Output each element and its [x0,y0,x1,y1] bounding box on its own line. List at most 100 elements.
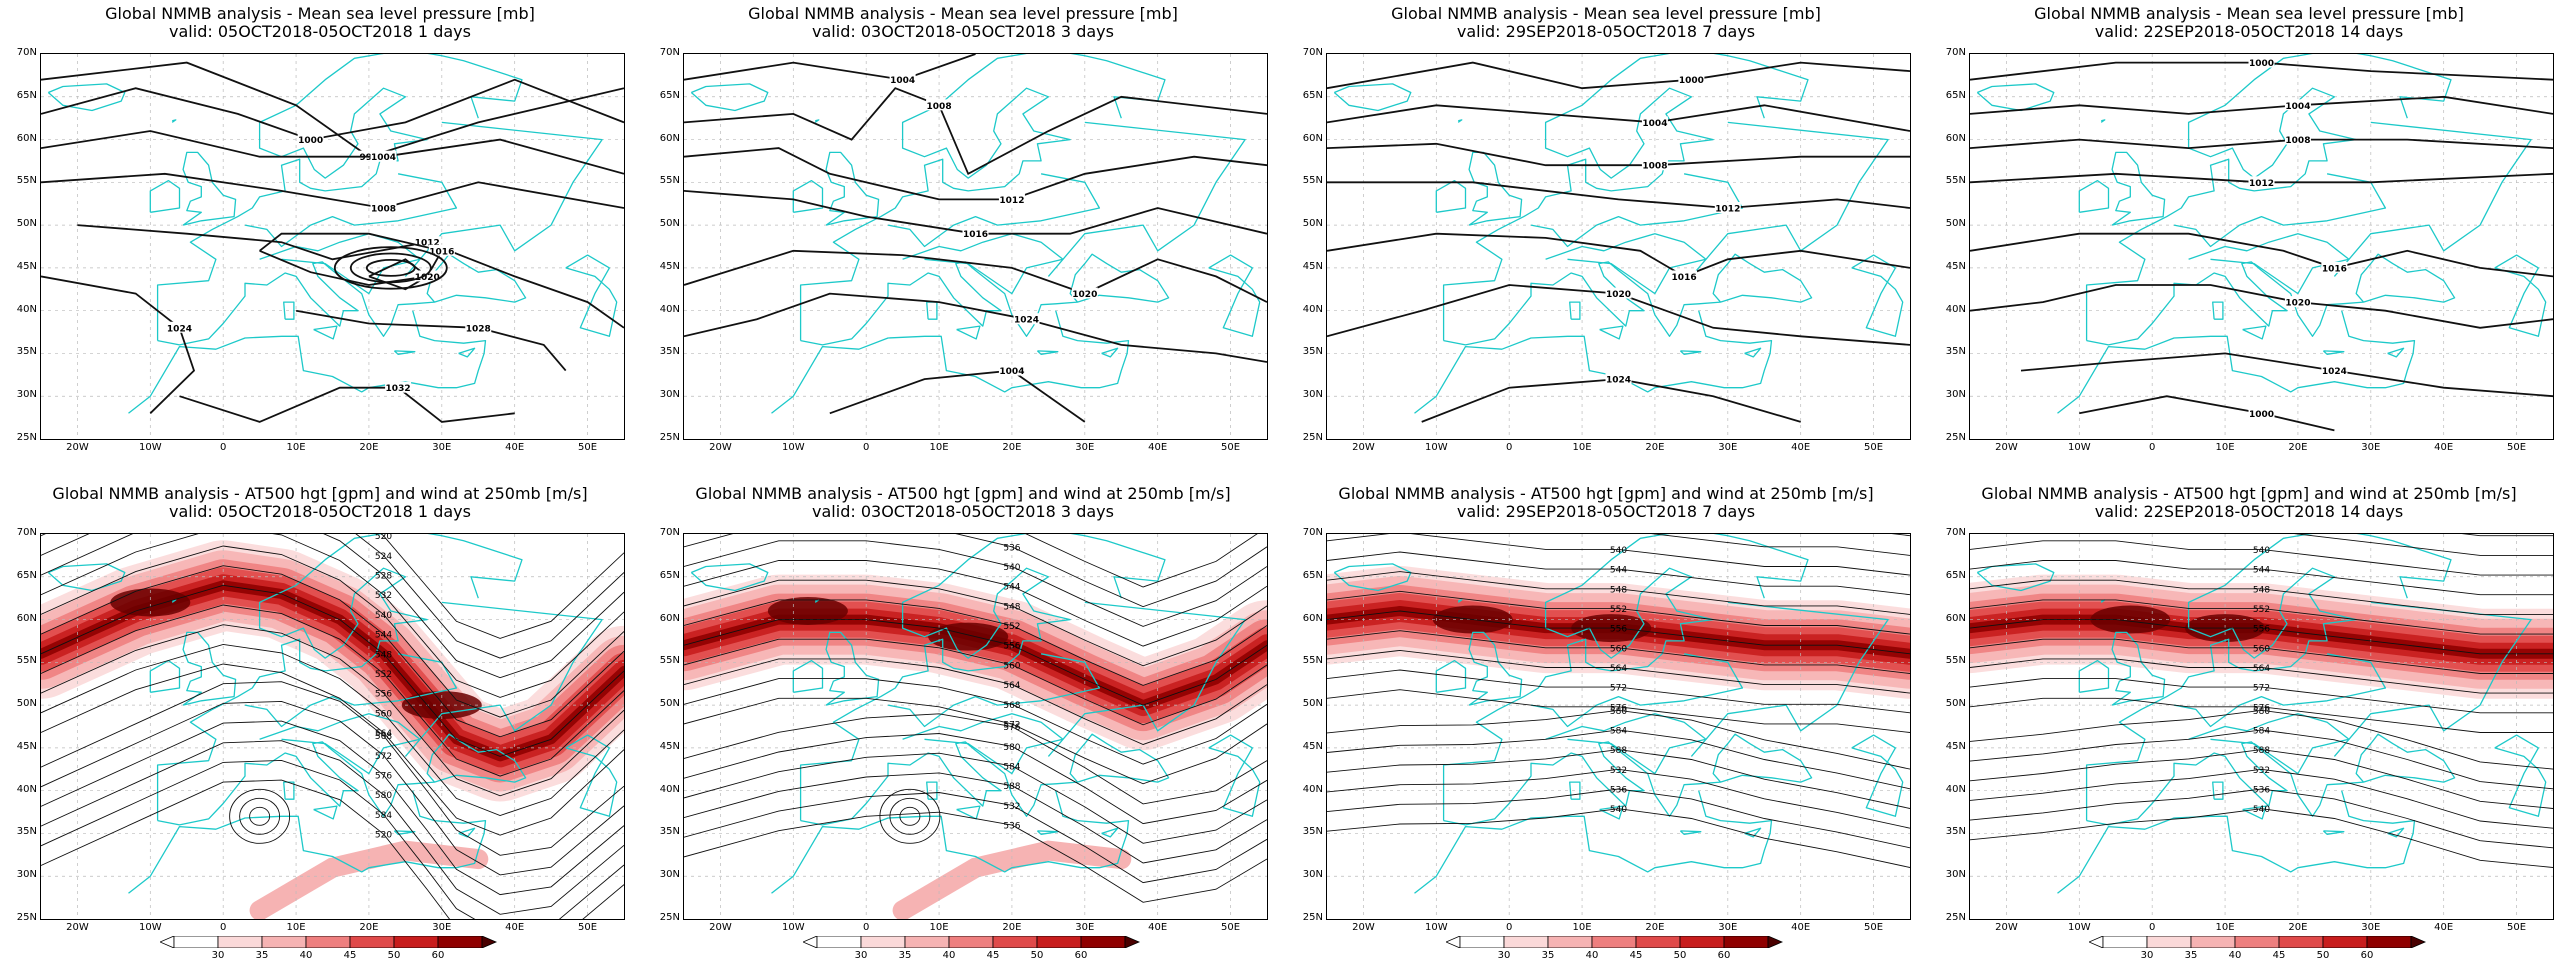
contour-label: 540 [1610,546,1627,556]
coastline [2085,534,2452,821]
lon-tick-label: 20W [1995,442,2018,453]
lon-tick-label: 30E [432,922,452,933]
colorbar-segment [2190,936,2236,948]
coastline [2387,347,2405,358]
colorbar-segment [816,936,862,948]
coastline [2333,601,2532,757]
coastline [690,83,769,112]
colorbar-segment [437,936,483,948]
lat-tick-label: 55N [1945,655,1966,667]
contour-label: 572 [375,752,392,762]
lon-tick-label: 0 [1506,922,1513,933]
lon-tick-label: 30E [2361,442,2381,453]
lat-tick-label: 65N [16,569,37,581]
coastline [283,301,295,320]
coastline [149,179,181,213]
title-line1: Global NMMB analysis - Mean sea level pr… [748,4,1178,23]
panel-mslp-1day: Global NMMB analysis - Mean sea level pr… [10,5,630,465]
lat-tick-label: 45N [16,740,37,752]
contour-label: 548 [1610,585,1627,595]
coastline [313,325,338,340]
isobar [684,147,1267,201]
coastline [1851,254,1904,337]
contour-label: 552 [375,670,392,680]
coastline [902,233,1064,295]
lon-tick-label: 10E [1572,922,1592,933]
contour-label: 552 [1003,622,1020,632]
coastline [244,173,458,248]
coastline [182,151,237,226]
contour-label: 532 [1610,766,1627,776]
panel-title: Global NMMB analysis - Mean sea level pr… [1939,5,2559,41]
coastline [1442,54,1809,341]
colorbar-segment [261,936,307,948]
contour-label: 548 [375,650,392,660]
lon-tick-label: 10E [286,922,306,933]
contour-label: 540 [1003,563,1020,573]
height-contour [1970,729,2553,790]
coastline [1333,563,1412,592]
coastline [1036,830,1059,835]
height-contour [1970,697,2553,733]
contour-label: 564 [1610,664,1627,674]
contour-label: 548 [2253,585,2270,595]
height-contour [684,792,1267,884]
coastline [1047,121,1246,277]
panel-z500-1day: Global NMMB analysis - AT500 hgt [gpm] a… [10,485,630,945]
colorbar-label: 45 [1629,950,1643,961]
height-contour [1327,551,1910,596]
coastline [2212,301,2224,320]
lat-tick-label: 40N [16,783,37,795]
contour-label-bg [2284,133,2311,145]
lon-tick-label: 20W [66,442,89,453]
lat-tick-label: 25N [1302,432,1323,443]
coastline [404,601,603,757]
contour-label: 1000 [2249,410,2274,420]
height-contour [41,584,624,757]
contour-label: 1016 [2322,264,2347,274]
lat-tick-label: 40N [659,303,680,315]
coastline [1679,350,1702,355]
colorbar-segment [2278,936,2324,948]
isobar [1327,61,1910,90]
lon-tick-label: 50E [578,442,598,453]
contour-label: 536 [1003,543,1020,553]
height-contour [1970,788,2553,849]
colorbar-label: 60 [2360,950,2374,961]
contour-label: 1024 [1014,316,1039,326]
height-contour [879,788,941,844]
lon-tick-label: 40E [1791,922,1811,933]
lat-tick-label: 45N [1945,740,1966,752]
lat-tick-label: 70N [659,527,680,538]
coastline [1569,301,1581,320]
coastline [690,563,769,592]
coastline [771,310,1130,414]
colorbar-segment [860,936,906,948]
lon-tick-label: 10W [139,442,162,453]
contour-label: 1012 [2249,179,2274,189]
lat-tick-label: 35N [659,346,680,358]
lon-tick-label: 50E [1221,442,1241,453]
lat-tick-label: 60N [16,612,37,624]
lat-tick-label: 65N [1302,89,1323,101]
isobar [41,172,624,209]
contour-label: 1020 [2285,299,2310,309]
coastline [283,781,295,800]
height-contour [41,534,624,698]
colorbar-label: 60 [1074,950,1088,961]
lon-tick-label: 0 [220,442,227,453]
isobar [684,87,1267,176]
lon-tick-label: 20E [1645,442,1665,453]
height-contour [1327,768,1910,829]
coastline [1435,179,1467,213]
coastline [47,563,126,592]
contour-label: 532 [375,591,392,601]
height-contour [1327,749,1910,809]
height-contour [41,534,624,639]
title-line1: Global NMMB analysis - Mean sea level pr… [2034,4,2464,23]
contour-label: 1012 [415,239,440,249]
contour-label: 1000 [298,136,323,146]
contour-label: 1024 [1606,376,1631,386]
